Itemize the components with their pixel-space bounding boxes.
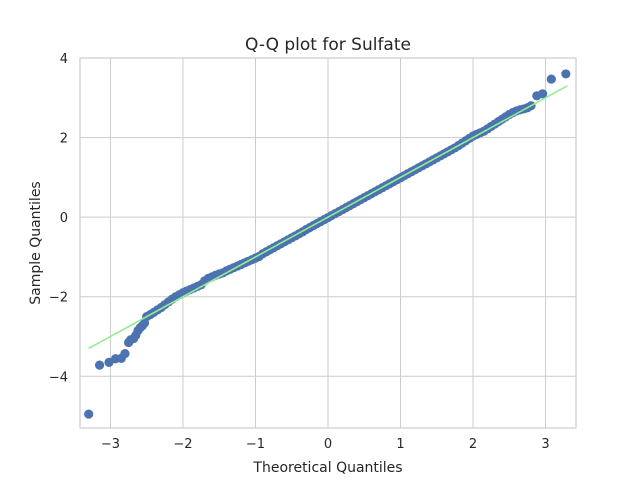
x-tick-label: −3: [101, 437, 120, 452]
x-axis-label: Theoretical Quantiles: [252, 460, 402, 476]
data-point: [120, 349, 130, 359]
data-point: [84, 409, 94, 419]
x-tick-label: 0: [324, 437, 332, 452]
x-tick-label: −2: [173, 437, 192, 452]
y-tick-label: 2: [60, 132, 68, 147]
reference-line-layer: [88, 85, 568, 350]
x-tick-label: 2: [469, 437, 477, 452]
x-tick-labels: −3 −2 −1 0 1 2 3: [101, 437, 550, 452]
x-tick-label: 1: [396, 437, 404, 452]
y-tick-label: 4: [60, 52, 68, 67]
y-tick-label: 0: [60, 211, 68, 226]
y-tick-label: −4: [49, 370, 68, 385]
data-point: [94, 360, 105, 370]
plot-frame: [79, 57, 577, 429]
y-tick-label: −2: [49, 291, 68, 306]
reference-line: [88, 85, 568, 350]
data-point: [546, 74, 556, 84]
x-tick-label: −1: [246, 437, 265, 452]
y-axis-label: Sample Quantiles: [28, 181, 44, 304]
x-tick-label: 3: [541, 437, 549, 452]
y-tick-labels: −4 −2 0 2 4: [49, 52, 68, 385]
data-point: [561, 69, 571, 79]
data-point: [538, 89, 548, 99]
chart-title: Q-Q plot for Sulfate: [245, 35, 411, 55]
